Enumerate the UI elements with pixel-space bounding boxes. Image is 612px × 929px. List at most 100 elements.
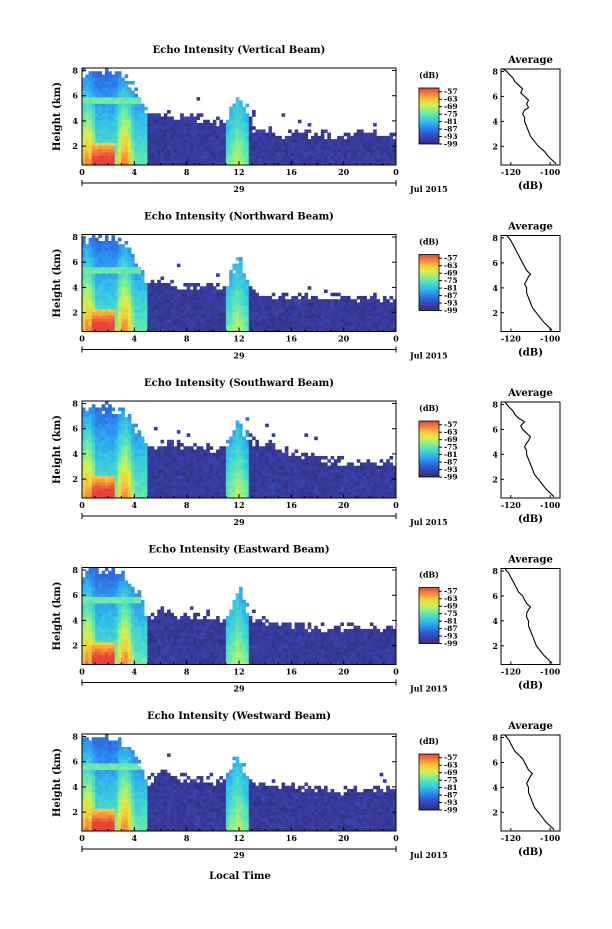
heatmap-cell [229, 289, 233, 294]
heatmap-cell [85, 135, 89, 140]
heatmap-cell [153, 158, 158, 163]
heatmap-cell [111, 240, 116, 245]
heatmap-cell [95, 462, 99, 467]
heatmap-cell [153, 485, 158, 489]
heatmap-cell [203, 494, 207, 499]
heatmap-cell [386, 161, 390, 166]
heatmap-cell [124, 158, 129, 163]
heatmap-cell [242, 312, 246, 316]
heatmap-cell [229, 158, 233, 163]
heatmap-cell [261, 321, 266, 326]
heatmap-cell [268, 158, 273, 163]
heatmap-cell [85, 449, 89, 454]
heatmap-cell [248, 142, 253, 146]
heatmap [82, 567, 397, 665]
heatmap-cell [235, 145, 240, 150]
heatmap-cell [108, 478, 112, 483]
heatmap-cell [144, 142, 148, 146]
heatmap-cell [199, 321, 204, 326]
average-profile-line [506, 235, 553, 331]
heatmap-cell [82, 328, 86, 332]
heatmap-cell [82, 77, 86, 82]
heatmap-cell [114, 116, 119, 121]
heatmap-cell [196, 328, 201, 332]
heatmap-cell [219, 446, 223, 450]
heatmap-cell [137, 452, 142, 457]
heatmap-cell [134, 459, 138, 463]
heatmap-cell [294, 129, 299, 134]
heatmap-cell [314, 299, 318, 303]
heatmap-cell [176, 129, 181, 134]
heatmap-cell [271, 462, 276, 467]
heatmap-cell [173, 485, 178, 489]
heatmap-cell [117, 295, 122, 300]
heatmap-cell [88, 292, 93, 297]
heatmap-cell [216, 116, 220, 121]
heatmap-cell [242, 485, 246, 489]
heatmap-cell [320, 481, 325, 486]
heatmap-cell [91, 455, 96, 460]
heatmap-cell [265, 328, 269, 332]
heatmap-cell [222, 308, 227, 313]
heatmap-cell [170, 155, 174, 159]
heatmap-cell [153, 289, 158, 294]
heatmap-cell [294, 455, 299, 460]
heatmap-cell [232, 491, 237, 496]
heatmap-cell [85, 84, 89, 88]
heatmap-cell [239, 462, 243, 467]
heatmap-cell [340, 478, 345, 483]
heatmap-cell [85, 292, 89, 297]
heatmap-cell [153, 481, 158, 486]
x-tick-label: 16 [286, 167, 298, 177]
heatmap-cell [248, 132, 253, 137]
heatmap-cell [242, 132, 246, 137]
heatmap-cell [281, 472, 286, 476]
heatmap-cell [310, 465, 315, 470]
heatmap-cell [95, 452, 99, 457]
heatmap-cell [137, 478, 142, 483]
heatmap-cell [327, 485, 331, 489]
heatmap-cell [216, 462, 220, 467]
heatmap-cell [95, 410, 99, 415]
heatmap-cell [366, 302, 371, 306]
heatmap-cell [183, 299, 188, 303]
heatmap-cell [88, 465, 93, 470]
heatmap-cell [108, 244, 112, 248]
heatmap-cell [320, 305, 325, 310]
heatmap-cell [252, 481, 256, 486]
heatmap-cell [82, 292, 86, 297]
heatmap-cell [108, 122, 112, 127]
heatmap-cell [114, 129, 119, 134]
heatmap-cell [324, 299, 328, 303]
heatmap-cell [386, 465, 390, 470]
heatmap-cell [121, 122, 125, 127]
heatmap-cell [157, 155, 161, 159]
heatmap-cell [183, 465, 188, 470]
heatmap-cell [95, 443, 99, 447]
heatmap-cell [235, 152, 240, 156]
heatmap-cell [104, 113, 109, 117]
heatmap-cell [294, 148, 299, 153]
heatmap-cell [193, 465, 197, 470]
heatmap-cell [284, 142, 289, 146]
heatmap-cell [219, 328, 223, 332]
heatmap-cell [131, 478, 135, 483]
heatmap-cell [239, 263, 243, 268]
heatmap-cell [258, 295, 263, 300]
heatmap [82, 401, 397, 499]
heatmap-cell [134, 478, 138, 483]
heatmap-cell [245, 299, 250, 303]
heatmap-cell [183, 328, 188, 332]
heatmap-cell [144, 481, 148, 486]
heatmap-cell [111, 426, 116, 431]
heatmap-cell [343, 325, 348, 329]
heatmap-cell [193, 321, 197, 326]
heatmap-cell [111, 270, 116, 274]
heatmap-cell [392, 148, 397, 153]
heatmap-cell [163, 472, 168, 476]
heatmap-cell [330, 328, 335, 332]
heatmap-cell [255, 443, 259, 447]
heatmap-cell [134, 148, 138, 153]
heatmap-cell [261, 305, 266, 310]
heatmap-cell [121, 302, 125, 306]
